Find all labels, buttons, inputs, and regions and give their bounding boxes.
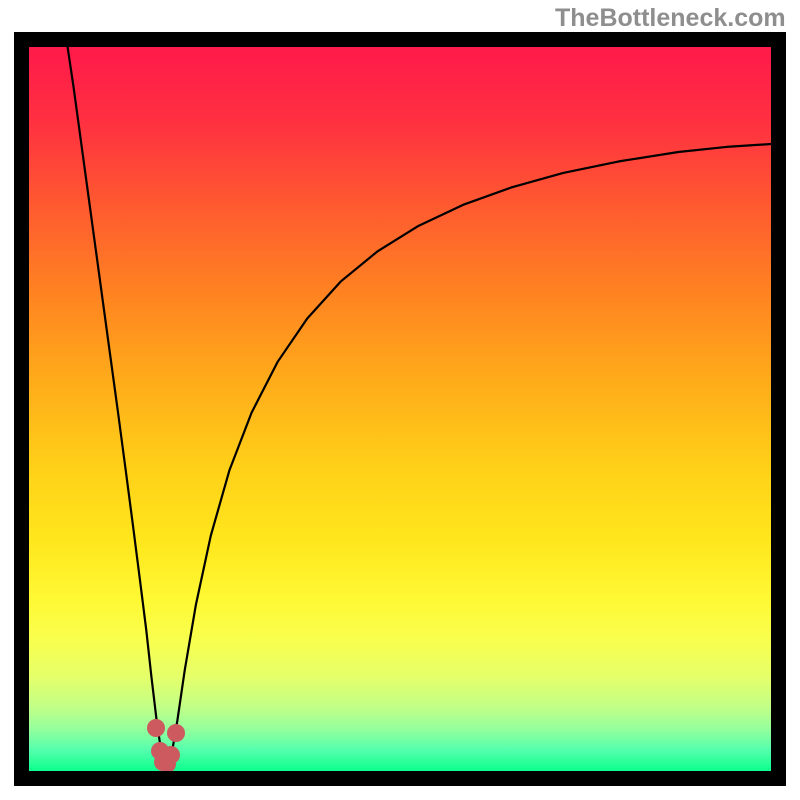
plot-frame	[14, 32, 786, 786]
watermark-text: TheBottleneck.com	[555, 4, 786, 33]
